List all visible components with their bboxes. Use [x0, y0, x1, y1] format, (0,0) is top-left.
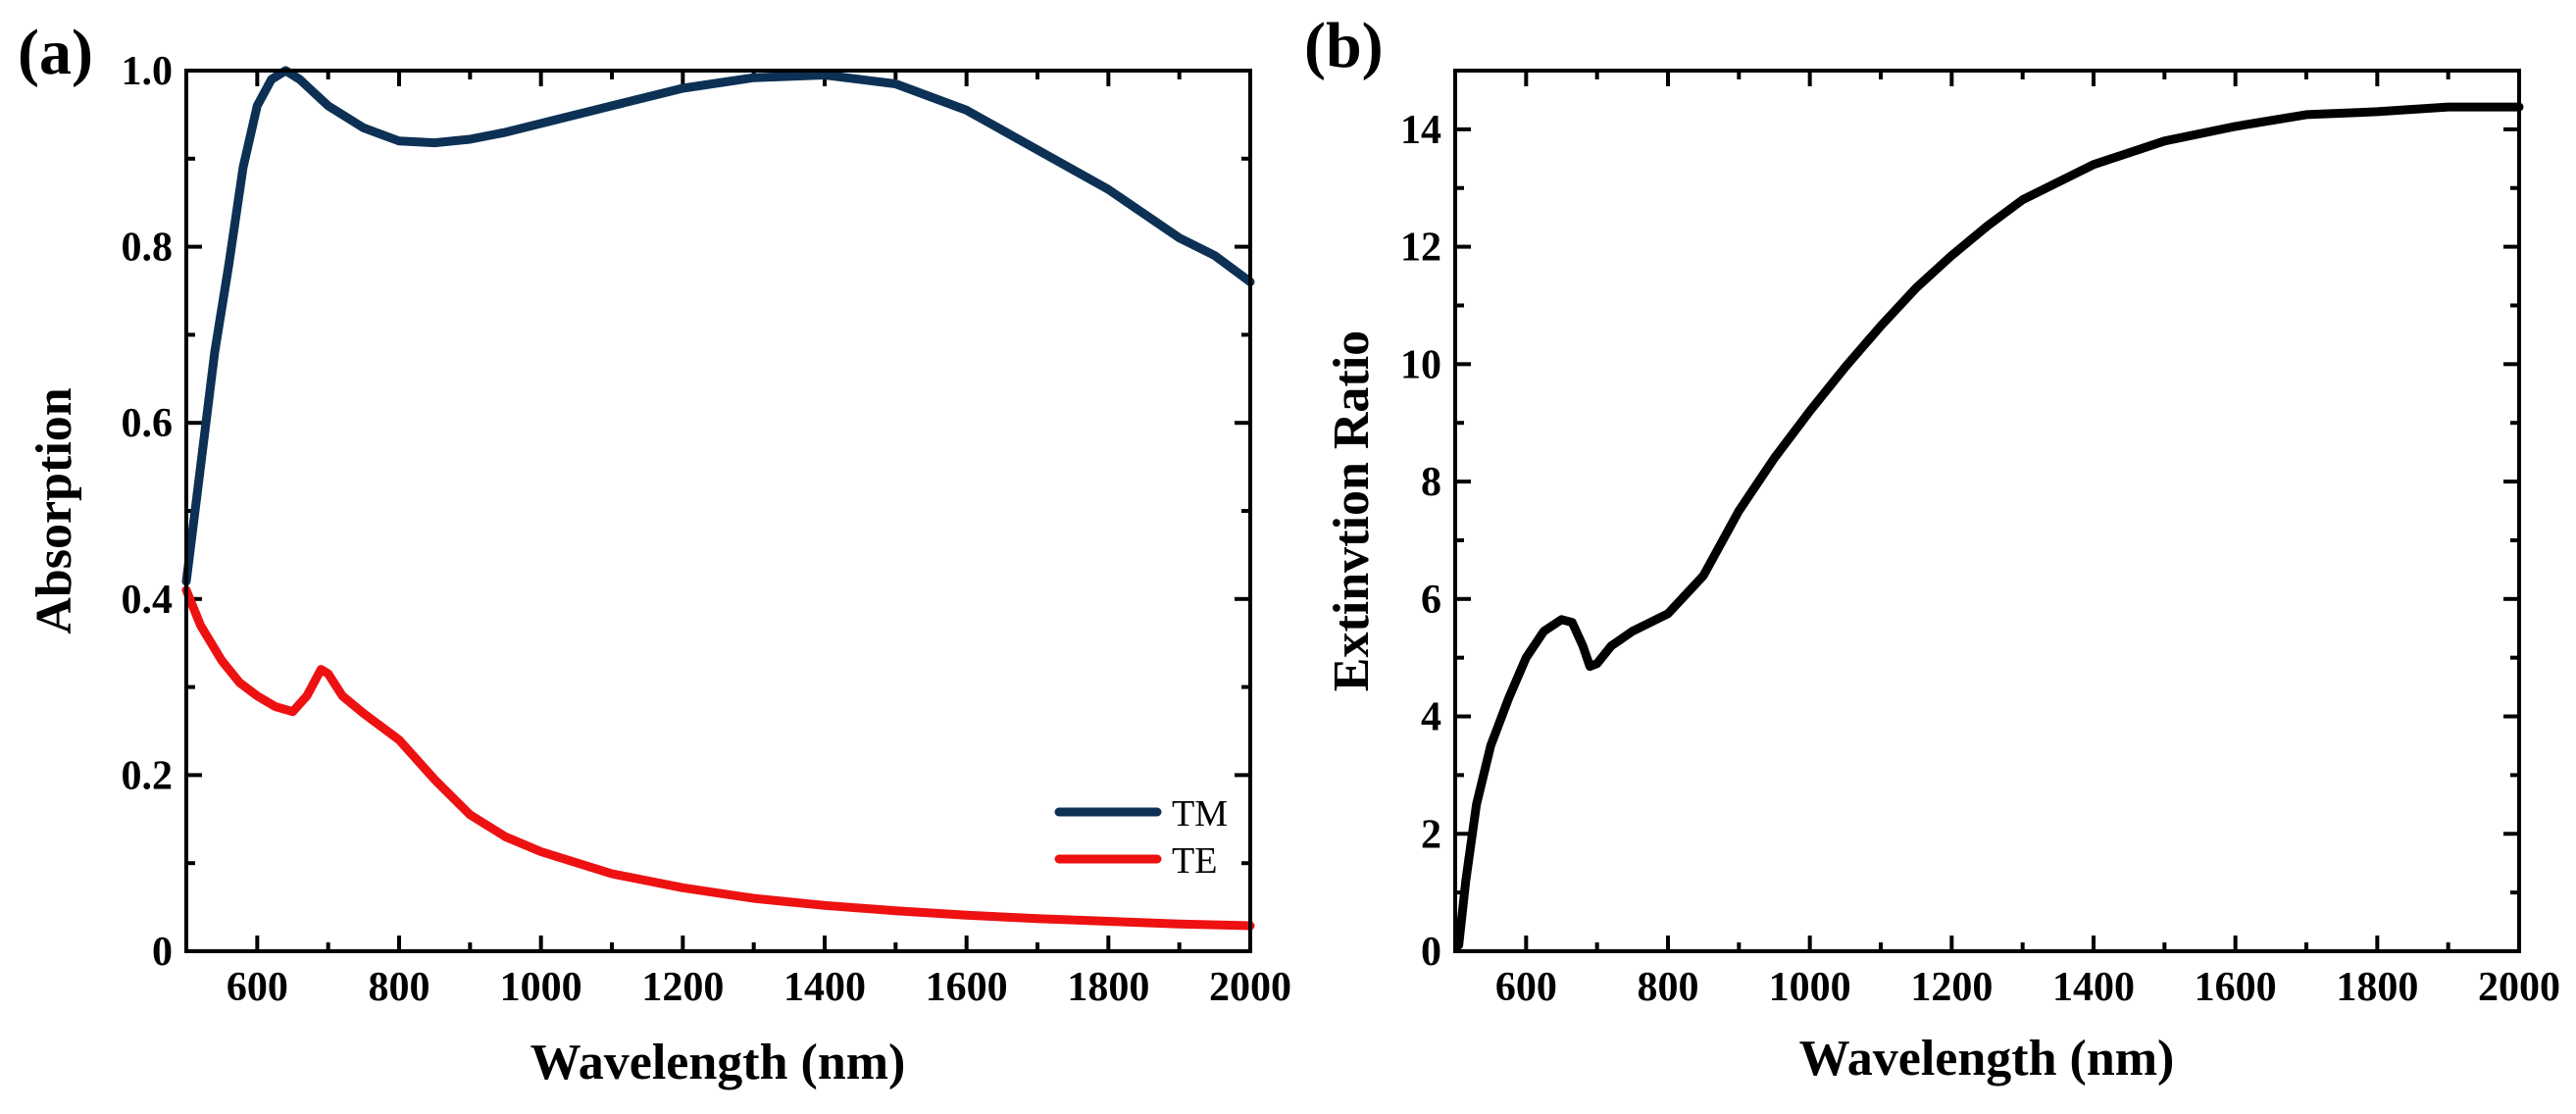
x-tick-label: 1800 [1067, 965, 1149, 1010]
series-line-extinction-ratio [1454, 102, 2524, 950]
y-tick-label: 0.2 [122, 753, 174, 798]
panel-b-series [1454, 102, 2524, 950]
x-tick-label: 600 [1495, 965, 1557, 1010]
panel-a-x-axis-title: Wavelength (nm) [530, 1035, 906, 1090]
panel-a-ticks: 600 800 1000 1200 1400 1600 1800 2000 0 0.2 0.4 0.6… [122, 49, 1292, 1010]
panel-b-frame [1453, 69, 2521, 953]
panel-a-label: (a) [18, 17, 93, 88]
y-tick-label: 0 [152, 930, 173, 975]
x-tick-label: 2000 [2478, 965, 2560, 1010]
x-tick-label: 1600 [2195, 965, 2277, 1010]
x-tick-label: 800 [369, 965, 430, 1010]
panel-b-y-axis-title: Extinvtion Ratio [1324, 330, 1380, 691]
x-tick-label: 1200 [1910, 965, 1993, 1010]
y-tick-label: 0.4 [122, 578, 174, 623]
x-tick-label: 1200 [641, 965, 724, 1010]
panel-b-ticks: 600 800 1000 1200 1400 1600 1800 2000 0 2 4 6 8 10 12 1… [1400, 71, 2560, 1010]
x-tick-label: 1000 [500, 965, 582, 1010]
panel-a: (a) 600 800 1000 1200 1400 1600 1800 2000 0 0.2 0.… [18, 17, 1291, 1090]
panel-a-y-axis-title: Absorption [26, 387, 82, 633]
y-tick-label: 1.0 [122, 49, 174, 94]
x-tick-label: 1400 [2052, 965, 2135, 1010]
y-tick-label: 8 [1421, 460, 1441, 505]
panel-a-series [181, 66, 1255, 931]
y-tick-label: 2 [1421, 812, 1441, 857]
series-line-te [181, 585, 1255, 931]
legend-label-tm: TM [1172, 793, 1228, 835]
panel-b: (b) 600 800 1000 1200 1400 1600 1800 2000 0 2 4 6 8 1… [1304, 10, 2560, 1087]
y-tick-label: 0.6 [122, 401, 174, 446]
x-tick-label: 1800 [2336, 965, 2418, 1010]
x-tick-label: 1600 [926, 965, 1008, 1010]
y-tick-label: 10 [1400, 342, 1441, 387]
series-line-tm [181, 66, 1255, 586]
y-tick-label: 0.8 [122, 226, 174, 271]
y-tick-label: 0 [1421, 930, 1441, 975]
y-tick-label: 6 [1421, 578, 1441, 623]
panel-a-frame [184, 69, 1252, 953]
x-tick-label: 600 [227, 965, 288, 1010]
panel-a-legend: TM TE [1054, 793, 1228, 882]
y-tick-label: 4 [1421, 695, 1441, 740]
y-tick-label: 12 [1400, 226, 1441, 271]
panel-b-label: (b) [1304, 10, 1384, 81]
y-tick-label: 14 [1400, 108, 1441, 153]
panel-b-x-axis-title: Wavelength (nm) [1799, 1031, 2175, 1087]
x-tick-label: 800 [1638, 965, 1699, 1010]
x-tick-label: 1000 [1769, 965, 1851, 1010]
x-tick-label: 1400 [783, 965, 866, 1010]
legend-label-te: TE [1172, 840, 1217, 882]
x-tick-label: 2000 [1209, 965, 1291, 1010]
